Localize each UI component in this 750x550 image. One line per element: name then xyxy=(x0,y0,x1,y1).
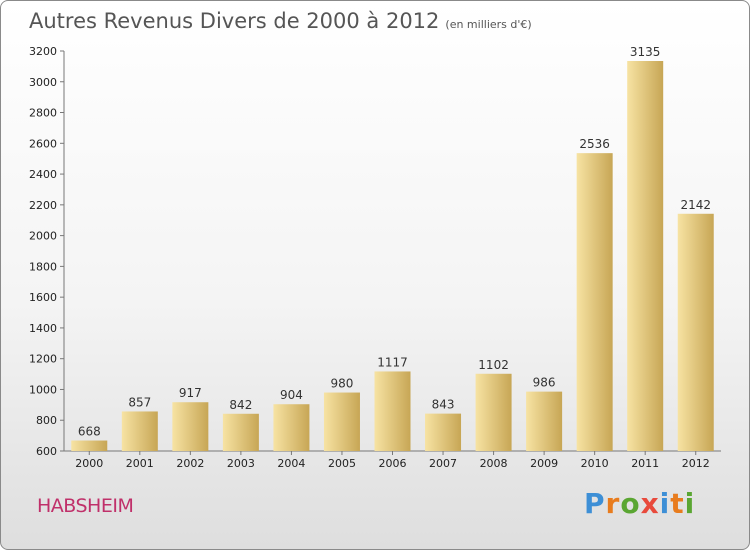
x-tick-label: 2005 xyxy=(328,457,356,470)
bar xyxy=(526,391,563,451)
bar-value-label: 2142 xyxy=(680,198,711,212)
x-tick-label: 2002 xyxy=(176,457,204,470)
x-tick-label: 2001 xyxy=(126,457,154,470)
logo-letter: P xyxy=(584,487,606,520)
y-tick-label: 2600 xyxy=(29,137,57,150)
bar xyxy=(677,213,714,451)
y-tick-label: 1000 xyxy=(29,383,57,396)
x-tick-label: 2006 xyxy=(379,457,407,470)
bar-value-label: 668 xyxy=(78,425,101,439)
bar-value-label: 857 xyxy=(128,395,151,409)
x-tick-label: 2012 xyxy=(682,457,710,470)
y-tick-label: 2000 xyxy=(29,230,57,243)
logo-letter: x xyxy=(640,487,660,520)
x-tick-label: 2010 xyxy=(581,457,609,470)
chart-title: Autres Revenus Divers de 2000 à 2012 (en … xyxy=(29,9,532,33)
logo-letter: t xyxy=(670,487,685,520)
logo-letter: i xyxy=(684,487,696,520)
bar xyxy=(425,413,462,451)
y-tick-label: 600 xyxy=(36,445,57,458)
bar-value-label: 2536 xyxy=(579,137,610,151)
x-tick-label: 2000 xyxy=(75,457,103,470)
bar-value-label: 842 xyxy=(229,398,252,412)
logo-letter: o xyxy=(620,487,641,520)
bar xyxy=(172,402,209,451)
bar xyxy=(71,440,108,451)
x-tick-label: 2011 xyxy=(631,457,659,470)
x-tick-label: 2007 xyxy=(429,457,457,470)
y-tick-label: 1600 xyxy=(29,291,57,304)
bar-value-label: 843 xyxy=(432,398,455,412)
logo-letter: i xyxy=(659,487,671,520)
y-tick-label: 3200 xyxy=(29,45,57,58)
bar-value-label: 1117 xyxy=(377,355,408,369)
y-tick-label: 2200 xyxy=(29,199,57,212)
y-tick-label: 3000 xyxy=(29,76,57,89)
x-tick-label: 2009 xyxy=(530,457,558,470)
y-tick-label: 2400 xyxy=(29,168,57,181)
bar xyxy=(475,373,512,451)
logo-letter: r xyxy=(605,487,621,520)
y-tick-label: 800 xyxy=(36,414,57,427)
bar-value-label: 917 xyxy=(179,386,202,400)
bar xyxy=(273,404,310,451)
unit-text: (en milliers d'€) xyxy=(445,18,532,31)
x-tick-label: 2008 xyxy=(480,457,508,470)
bar xyxy=(222,413,259,451)
y-tick-label: 1200 xyxy=(29,353,57,366)
bar xyxy=(374,371,411,451)
bar-value-label: 980 xyxy=(331,377,354,391)
bar-value-label: 904 xyxy=(280,388,303,402)
x-tick-label: 2004 xyxy=(277,457,305,470)
bar xyxy=(627,61,664,451)
bar-value-label: 1102 xyxy=(478,358,509,372)
bar xyxy=(121,411,158,451)
proxiti-logo: Proxiti xyxy=(584,487,695,520)
city-name: HABSHEIM xyxy=(37,495,134,517)
bar-value-label: 986 xyxy=(533,376,556,390)
y-tick-label: 1400 xyxy=(29,322,57,335)
bar-value-label: 3135 xyxy=(630,45,661,59)
y-tick-label: 1800 xyxy=(29,260,57,273)
bar xyxy=(576,153,613,451)
y-tick-label: 2800 xyxy=(29,107,57,120)
title-text: Autres Revenus Divers de 2000 à 2012 xyxy=(29,9,440,33)
x-tick-label: 2003 xyxy=(227,457,255,470)
bar xyxy=(323,392,360,451)
